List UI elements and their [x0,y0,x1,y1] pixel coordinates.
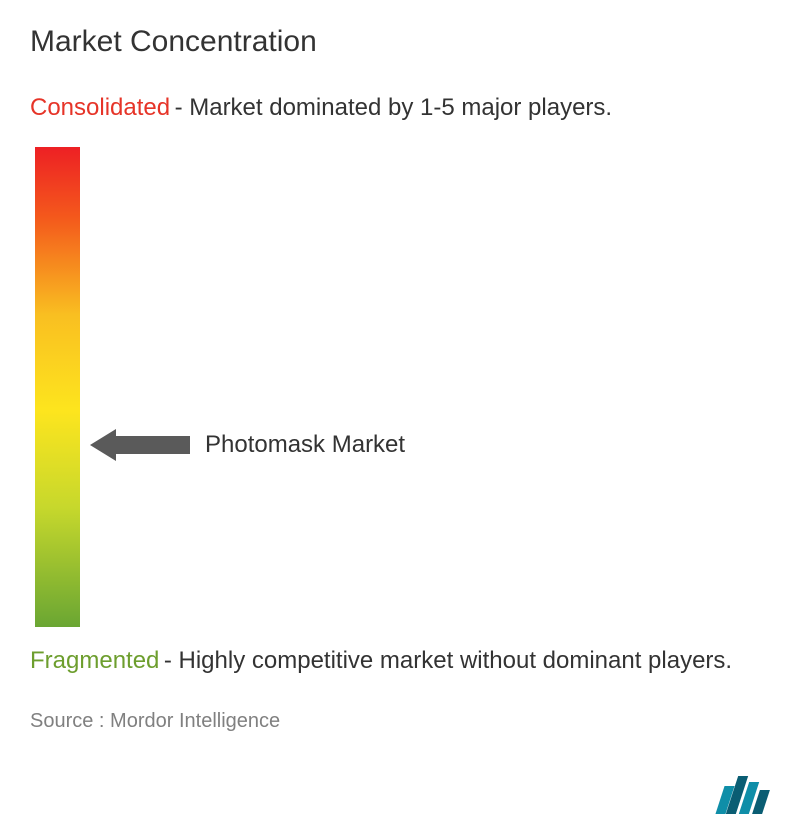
marker-container: Photomask Market [90,431,405,459]
fragmented-description: - Highly competitive market without domi… [164,647,732,674]
scale-section: Photomask Market [30,147,766,627]
page-title: Market Concentration [30,25,766,59]
source-name: Mordor Intelligence [110,710,280,732]
consolidated-label-row: Consolidated - Market dominated by 1-5 m… [30,94,766,122]
fragmented-label-row: Fragmented - Highly competitive market w… [30,647,766,675]
arrow-left-icon [90,436,190,454]
gradient-bar [35,147,80,627]
consolidated-description: - Market dominated by 1-5 major players. [175,94,613,121]
marker-label: Photomask Market [205,431,405,459]
source-attribution: Source : Mordor Intelligence [30,710,766,733]
source-prefix: Source : [30,710,104,732]
consolidated-term: Consolidated [30,94,170,121]
fragmented-term: Fragmented [30,647,159,674]
brand-logo [720,776,766,814]
